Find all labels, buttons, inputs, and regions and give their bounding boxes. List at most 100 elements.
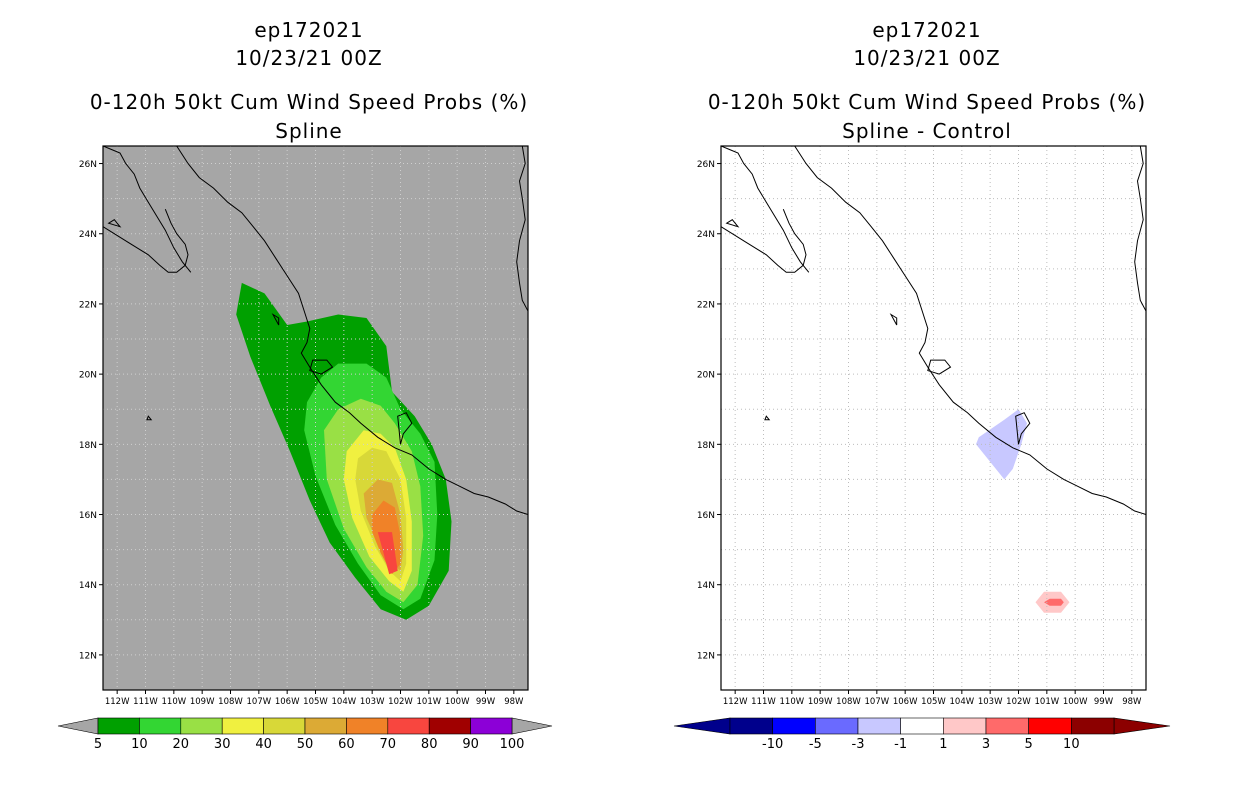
left-colorbar-swatch bbox=[387, 717, 430, 735]
right-colorbar-label: 10 bbox=[1063, 737, 1080, 752]
right-title-date: 10/23/21 00Z bbox=[853, 46, 1001, 70]
right-colorbar-arrow-high bbox=[1113, 717, 1171, 735]
right-xtick-label: 104W bbox=[950, 697, 975, 707]
left-coastline-0 bbox=[103, 146, 192, 273]
right-island-4 bbox=[1015, 412, 1031, 445]
right-coastlines bbox=[721, 146, 1146, 515]
right-ytick-label: 24N bbox=[697, 230, 715, 240]
right-xtick-label: 106W bbox=[893, 697, 918, 707]
left-ytick-label: 22N bbox=[79, 300, 97, 310]
right-title-storm: ep172021 bbox=[872, 18, 982, 42]
left-colorbar-arrow-low bbox=[57, 717, 99, 735]
left-colorbar-label: 5 bbox=[94, 737, 102, 752]
left-xtick-label: 103W bbox=[360, 697, 385, 707]
right-title-product: 0-120h 50kt Cum Wind Speed Probs (%) bbox=[707, 90, 1147, 114]
right-colorbar-swatch bbox=[943, 717, 987, 735]
left-subtitle: Spline bbox=[275, 119, 343, 143]
left-contour-70 bbox=[377, 532, 398, 575]
right-ytick-label: 16N bbox=[697, 511, 715, 521]
right-colorbar-swatch bbox=[772, 717, 816, 735]
left-ytick-label: 18N bbox=[79, 441, 97, 451]
left-grid bbox=[103, 146, 528, 690]
right-subtitle: Spline - Control bbox=[842, 119, 1012, 143]
left-map-plot: 12N 14N 16N 18N 20N 22N 24N 26N 112W 111W 110W 109W… bbox=[57, 145, 553, 752]
right-colorbar-swatch bbox=[900, 717, 944, 735]
left-ytick-label: 16N bbox=[79, 511, 97, 521]
left-xtick-label: 106W bbox=[275, 697, 300, 707]
right-ytick-label: 20N bbox=[697, 371, 715, 381]
left-colorbar-label: 20 bbox=[173, 737, 190, 752]
right-ytick-label: 14N bbox=[697, 581, 715, 591]
right-xtick-label: 107W bbox=[865, 697, 890, 707]
right-colorbar-label: 1 bbox=[939, 737, 947, 752]
right-colorbar-swatch bbox=[815, 717, 859, 735]
right-colorbar-arrow-low bbox=[673, 717, 731, 735]
left-colorbar-swatch bbox=[470, 717, 513, 735]
left-colorbar-swatch bbox=[97, 717, 140, 735]
right-colorbar-swatch bbox=[1071, 717, 1115, 735]
right-coastline-3 bbox=[1134, 146, 1146, 312]
left-colorbar-label: 70 bbox=[380, 737, 397, 752]
left-coastline-1 bbox=[103, 209, 189, 273]
left-xtick-label: 111W bbox=[133, 697, 158, 707]
left-xtick-label: 109W bbox=[190, 697, 215, 707]
left-colorbar-swatch bbox=[221, 717, 264, 735]
right-xtick-label: 112W bbox=[723, 697, 748, 707]
right-contour-3 bbox=[1044, 598, 1064, 606]
right-colorbar-swatch bbox=[857, 717, 901, 735]
right-island-3 bbox=[764, 415, 771, 421]
left-colorbar-swatch bbox=[180, 717, 223, 735]
left-colorbar-label: 90 bbox=[462, 737, 479, 752]
right-colorbar-label: -10 bbox=[762, 737, 783, 752]
right-xtick-label: 100W bbox=[1063, 697, 1088, 707]
right-colorbar-swatch bbox=[1028, 717, 1072, 735]
left-colorbar-label: 100 bbox=[500, 737, 525, 752]
right-island-2 bbox=[927, 359, 952, 375]
left-xtick-label: 100W bbox=[445, 697, 470, 707]
left-ytick-label: 12N bbox=[79, 651, 97, 661]
left-xtick-label: 102W bbox=[388, 697, 413, 707]
left-colorbar-swatch bbox=[263, 717, 306, 735]
right-island-1 bbox=[889, 313, 898, 326]
right-map-plot: 12N 14N 16N 18N 20N 22N 24N 26N 112W 111W 110W 109W… bbox=[673, 145, 1171, 752]
right-xtick-label: 103W bbox=[978, 697, 1003, 707]
left-island-4 bbox=[397, 412, 413, 445]
right-xtick-label: 102W bbox=[1006, 697, 1031, 707]
right-colorbar-label: 5 bbox=[1025, 737, 1033, 752]
left-coastline-2 bbox=[176, 146, 528, 515]
right-island-0 bbox=[725, 219, 740, 228]
left-colorbar-swatch bbox=[304, 717, 347, 735]
left-colorbar-swatch bbox=[346, 717, 389, 735]
left-coastlines bbox=[103, 146, 528, 515]
right-colorbar-swatch bbox=[729, 717, 773, 735]
right-xtick-label: 101W bbox=[1035, 697, 1060, 707]
left-xtick-label: 99W bbox=[476, 697, 496, 707]
left-title-date: 10/23/21 00Z bbox=[235, 46, 383, 70]
left-xtick-label: 101W bbox=[417, 697, 442, 707]
right-coastline-0 bbox=[721, 146, 810, 273]
right-ytick-label: 12N bbox=[697, 651, 715, 661]
left-xtick-label: 108W bbox=[218, 697, 243, 707]
left-title-product: 0-120h 50kt Cum Wind Speed Probs (%) bbox=[89, 90, 529, 114]
left-island-3 bbox=[146, 415, 153, 421]
left-xtick-label: 104W bbox=[332, 697, 357, 707]
right-coastline-2 bbox=[794, 146, 1146, 515]
right-xtick-label: 109W bbox=[808, 697, 833, 707]
right-xtick-label: 98W bbox=[1122, 697, 1142, 707]
right-colorbar-swatch bbox=[985, 717, 1029, 735]
left-title-storm: ep172021 bbox=[254, 18, 364, 42]
right-ytick-label: 22N bbox=[697, 300, 715, 310]
left-colorbar-label: 40 bbox=[255, 737, 272, 752]
left-colorbar-label: 60 bbox=[338, 737, 355, 752]
right-xtick-label: 105W bbox=[921, 697, 946, 707]
right-xtick-label: 99W bbox=[1094, 697, 1114, 707]
left-xtick-label: 105W bbox=[303, 697, 328, 707]
right-grid bbox=[721, 146, 1146, 690]
right-colorbar-label: -5 bbox=[809, 737, 822, 752]
left-coastline-3 bbox=[516, 146, 528, 312]
left-colorbar-label: 10 bbox=[131, 737, 148, 752]
left-colorbar-label: 50 bbox=[297, 737, 314, 752]
right-xtick-label: 108W bbox=[836, 697, 861, 707]
right-xtick-label: 110W bbox=[780, 697, 805, 707]
left-xtick-label: 112W bbox=[105, 697, 130, 707]
